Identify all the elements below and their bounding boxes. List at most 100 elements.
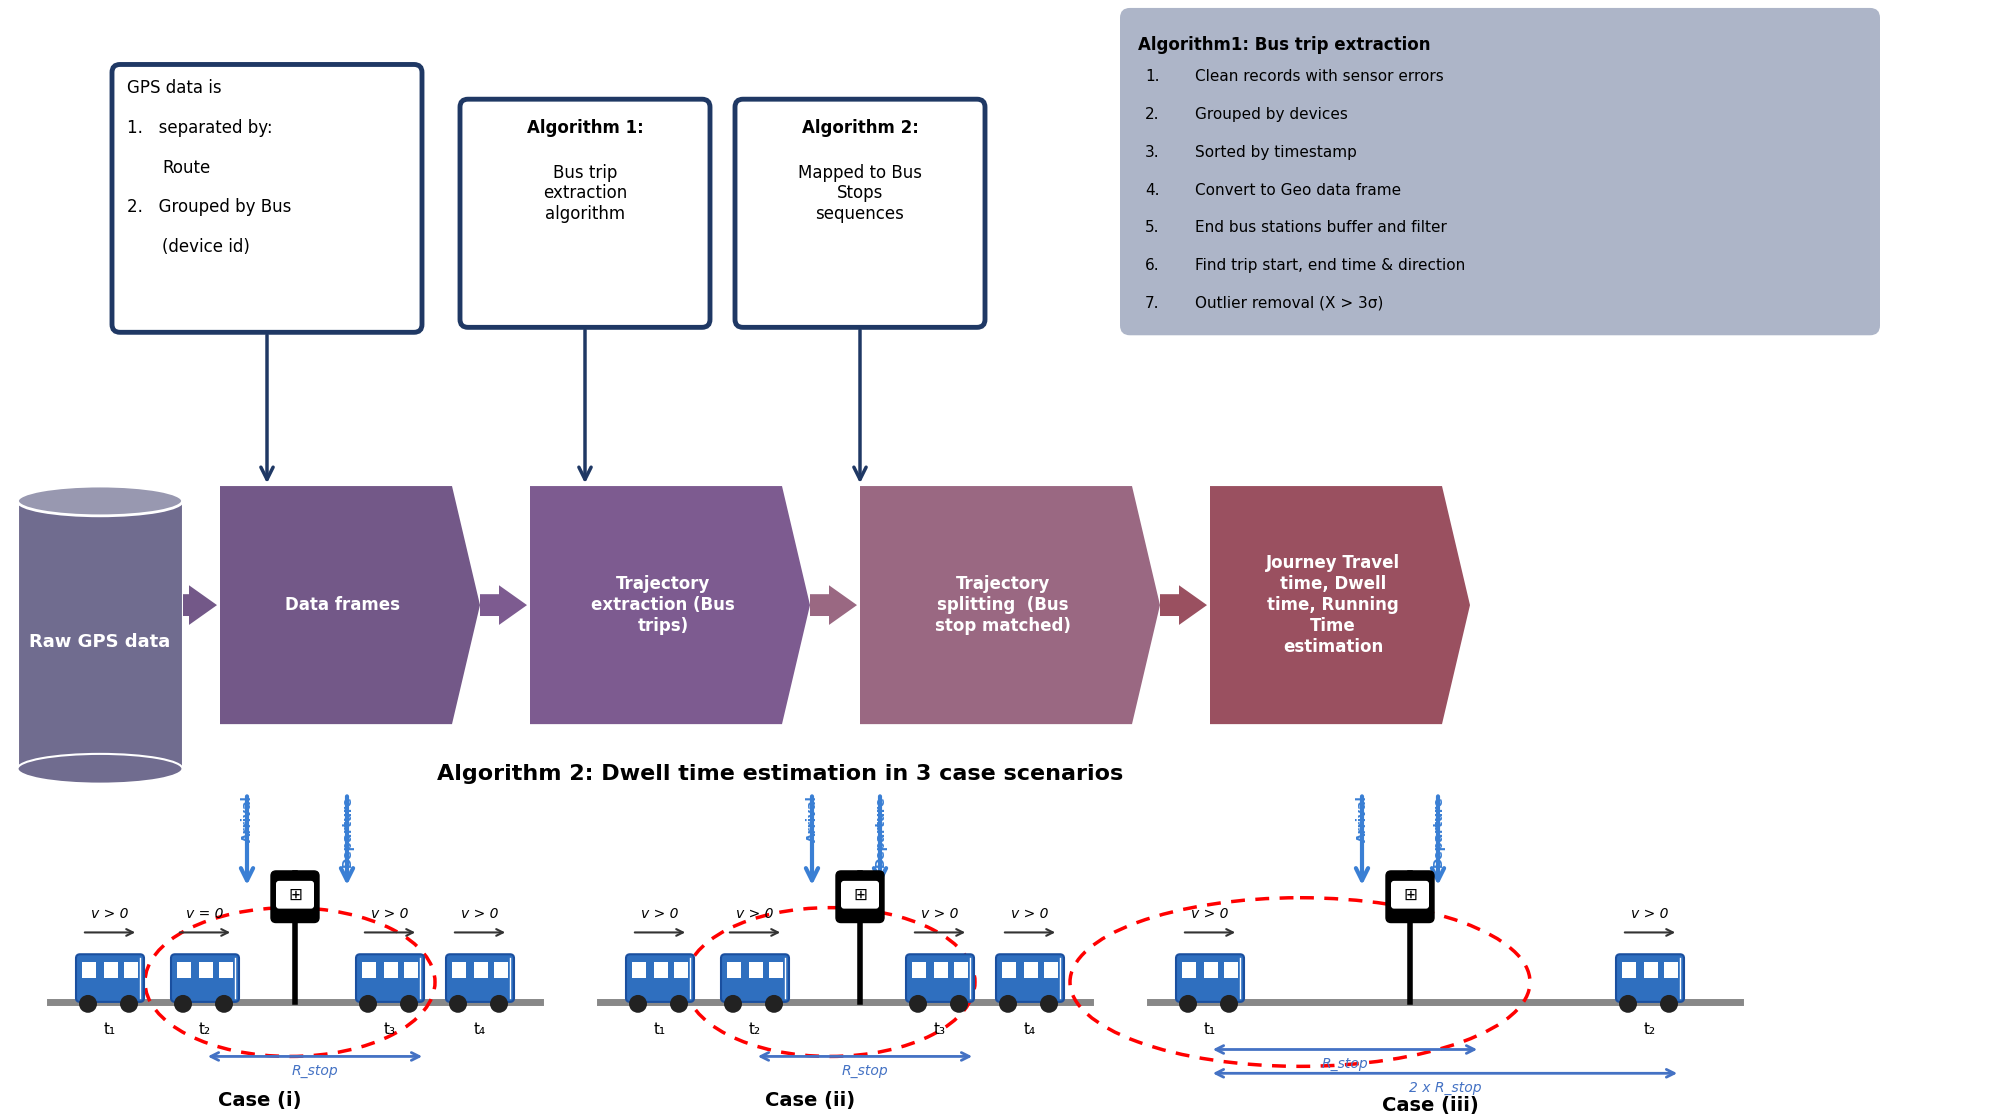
Circle shape <box>950 995 968 1013</box>
Circle shape <box>1661 995 1679 1013</box>
Circle shape <box>80 995 98 1013</box>
Circle shape <box>489 995 509 1013</box>
Polygon shape <box>810 585 856 625</box>
Bar <box>361 963 375 978</box>
Bar <box>1182 963 1196 978</box>
Polygon shape <box>531 486 810 724</box>
Bar <box>473 963 487 978</box>
Text: t₃: t₃ <box>934 1022 946 1036</box>
Bar <box>1224 963 1238 978</box>
Text: Arrival: Arrival <box>1355 796 1369 842</box>
FancyBboxPatch shape <box>735 100 984 328</box>
Text: End bus stations buffer and filter: End bus stations buffer and filter <box>1196 220 1447 235</box>
Bar <box>403 963 417 978</box>
Text: t₂: t₂ <box>1645 1022 1657 1036</box>
Text: Clean records with sensor errors: Clean records with sensor errors <box>1196 69 1443 85</box>
Bar <box>675 963 689 978</box>
Circle shape <box>908 995 926 1013</box>
Bar <box>124 963 138 978</box>
Bar <box>1024 963 1038 978</box>
Bar <box>200 963 214 978</box>
FancyBboxPatch shape <box>112 65 421 332</box>
Circle shape <box>120 995 138 1013</box>
Circle shape <box>764 995 782 1013</box>
Text: R_stop: R_stop <box>1321 1058 1369 1071</box>
Text: Outlier removal (X > 3σ): Outlier removal (X > 3σ) <box>1196 295 1383 311</box>
Bar <box>954 963 968 978</box>
Text: R_stop: R_stop <box>842 1064 888 1079</box>
Text: t₁: t₁ <box>655 1022 667 1036</box>
Circle shape <box>216 995 234 1013</box>
Text: t₁: t₁ <box>1204 1022 1216 1036</box>
Text: 7.: 7. <box>1146 295 1160 311</box>
FancyBboxPatch shape <box>1176 955 1244 1002</box>
Text: 1.   separated by:: 1. separated by: <box>128 119 273 138</box>
Text: Algorithm 2: Dwell time estimation in 3 case scenarios: Algorithm 2: Dwell time estimation in 3 … <box>437 764 1124 784</box>
Text: 2 x R_stop: 2 x R_stop <box>1409 1081 1481 1096</box>
Text: Mapped to Bus
Stops
sequences: Mapped to Bus Stops sequences <box>798 163 922 224</box>
FancyBboxPatch shape <box>1617 955 1685 1002</box>
Text: Grouped by devices: Grouped by devices <box>1196 107 1347 122</box>
Bar <box>383 963 397 978</box>
Bar <box>934 963 948 978</box>
Text: Departure: Departure <box>874 796 886 868</box>
FancyBboxPatch shape <box>459 100 711 328</box>
Bar <box>451 963 465 978</box>
Circle shape <box>1619 995 1637 1013</box>
Text: v > 0: v > 0 <box>1631 907 1669 920</box>
Text: v > 0: v > 0 <box>92 907 130 920</box>
Text: Data frames: Data frames <box>285 596 401 614</box>
Text: 2.: 2. <box>1146 107 1160 122</box>
Text: 3.: 3. <box>1146 145 1160 160</box>
FancyBboxPatch shape <box>840 881 878 909</box>
Text: Bus trip
extraction
algorithm: Bus trip extraction algorithm <box>543 163 627 224</box>
Circle shape <box>449 995 467 1013</box>
Text: ⊞: ⊞ <box>287 885 301 903</box>
FancyBboxPatch shape <box>1385 871 1433 922</box>
Ellipse shape <box>18 754 182 784</box>
Bar <box>493 963 509 978</box>
Bar <box>768 963 782 978</box>
Text: v > 0: v > 0 <box>641 907 679 920</box>
Text: t₂: t₂ <box>748 1022 760 1036</box>
FancyBboxPatch shape <box>271 871 319 922</box>
Text: Find trip start, end time & direction: Find trip start, end time & direction <box>1196 258 1465 273</box>
Text: v > 0: v > 0 <box>371 907 409 920</box>
Bar <box>1645 963 1659 978</box>
Text: t₄: t₄ <box>1024 1022 1036 1036</box>
Bar <box>655 963 669 978</box>
Text: Raw GPS data: Raw GPS data <box>30 633 170 652</box>
FancyBboxPatch shape <box>76 955 144 1002</box>
Text: Departure: Departure <box>341 796 353 868</box>
FancyBboxPatch shape <box>445 955 515 1002</box>
FancyBboxPatch shape <box>1391 881 1429 909</box>
Bar <box>18 501 182 769</box>
Text: v = 0: v = 0 <box>186 907 224 920</box>
Text: Trajectory
extraction (Bus
trips): Trajectory extraction (Bus trips) <box>591 576 735 635</box>
Text: t₄: t₄ <box>473 1022 487 1036</box>
Bar <box>727 963 741 978</box>
Ellipse shape <box>18 486 182 515</box>
Text: Convert to Geo data frame: Convert to Geo data frame <box>1196 182 1401 198</box>
Text: ⊞: ⊞ <box>852 885 866 903</box>
Polygon shape <box>1160 585 1208 625</box>
Circle shape <box>1040 995 1058 1013</box>
Circle shape <box>1220 995 1238 1013</box>
Text: Algorithm 1:: Algorithm 1: <box>527 119 643 138</box>
Text: v > 0: v > 0 <box>737 907 774 920</box>
Text: t₃: t₃ <box>383 1022 395 1036</box>
Text: 2.   Grouped by Bus: 2. Grouped by Bus <box>128 198 291 217</box>
Text: Departure: Departure <box>1431 796 1445 868</box>
Text: R_stop: R_stop <box>291 1064 337 1079</box>
Bar <box>748 963 762 978</box>
FancyBboxPatch shape <box>355 955 423 1002</box>
Bar <box>633 963 647 978</box>
Bar <box>1002 963 1016 978</box>
FancyBboxPatch shape <box>906 955 974 1002</box>
Bar <box>1623 963 1637 978</box>
FancyBboxPatch shape <box>172 955 240 1002</box>
Polygon shape <box>184 585 218 625</box>
Text: v > 0: v > 0 <box>1012 907 1048 920</box>
Circle shape <box>174 995 192 1013</box>
Text: Case (i): Case (i) <box>218 1091 301 1110</box>
